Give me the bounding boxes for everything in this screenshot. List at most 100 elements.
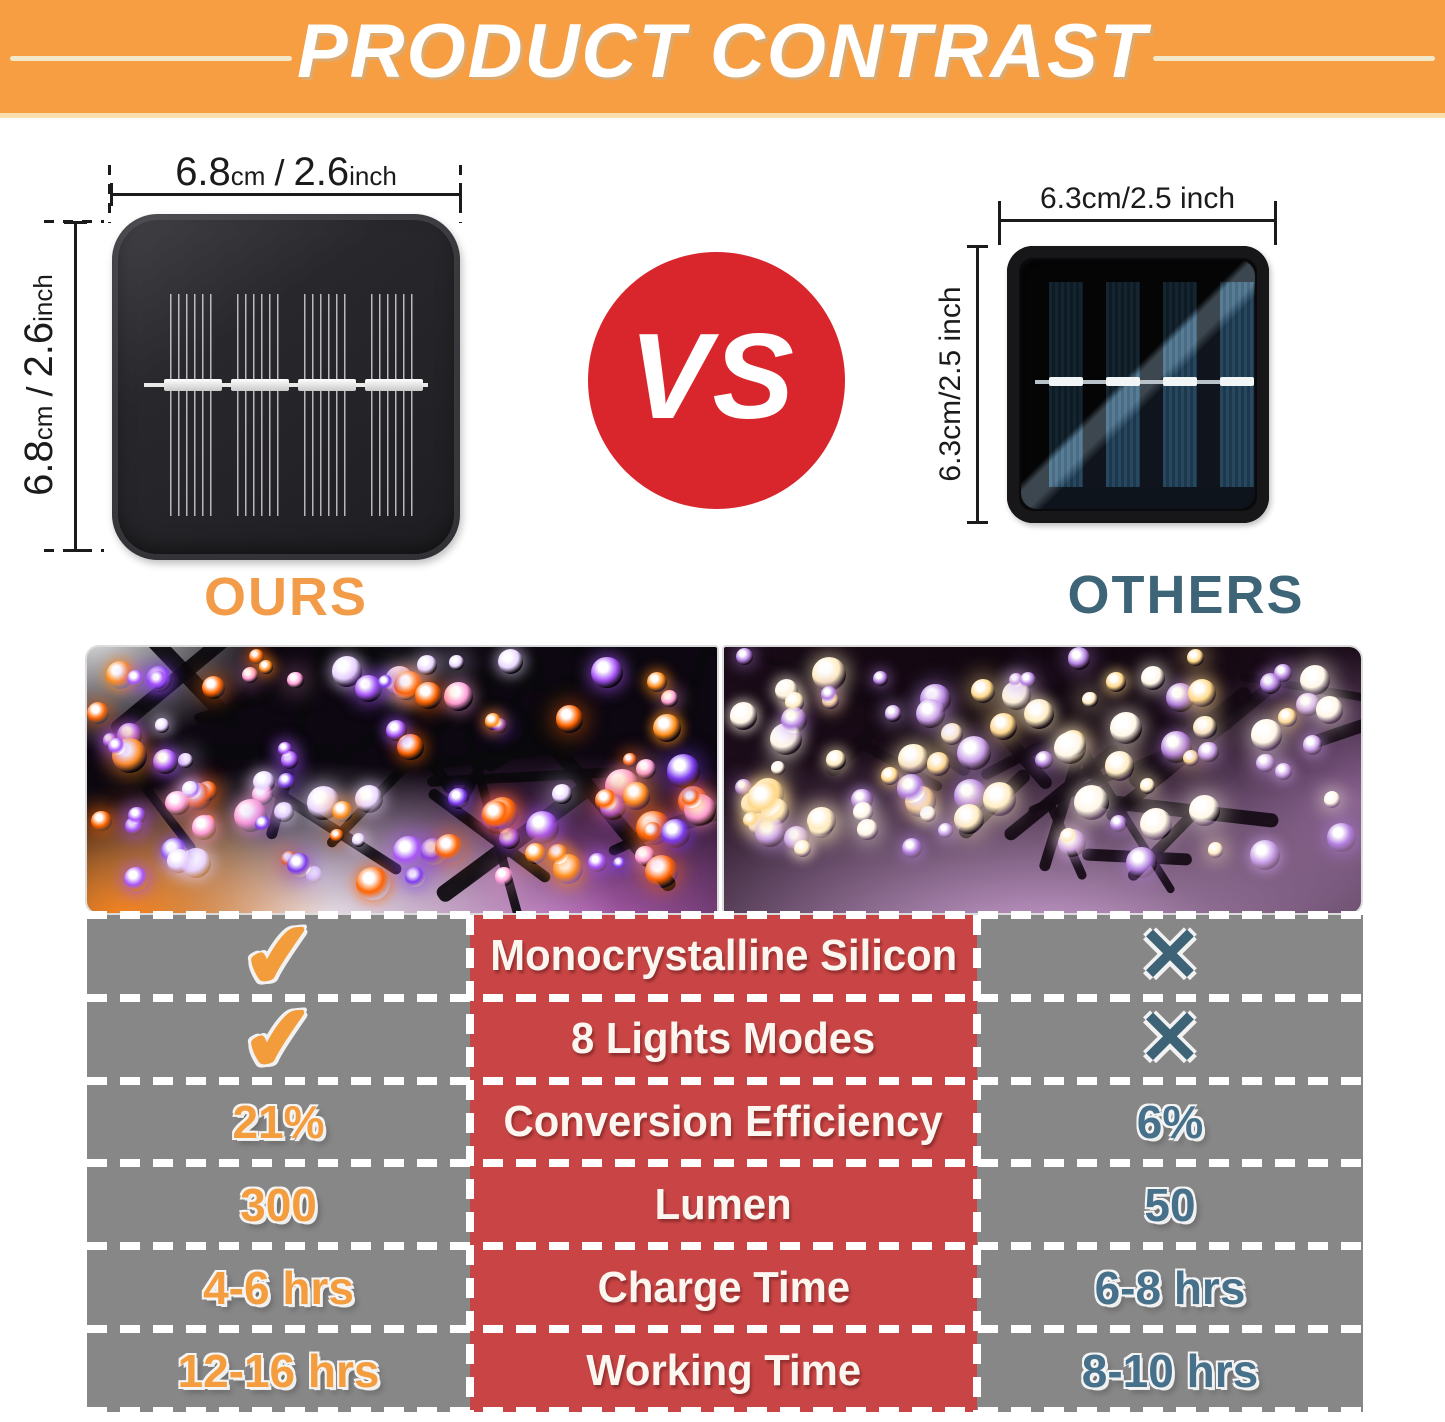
light-bulb-decoration [920, 806, 937, 823]
light-bulb-decoration [448, 654, 464, 670]
light-bulb-decoration [784, 692, 804, 712]
feature-label: Lumen [654, 1179, 793, 1229]
light-bulb-decoration [248, 649, 264, 665]
dimension-unit: inch [349, 161, 397, 191]
light-bulb-decoration [622, 753, 638, 768]
dimension-value: 6.8 [175, 150, 231, 194]
light-bulb-decoration [1187, 678, 1216, 707]
feature-label: Conversion Efficiency [503, 1097, 944, 1147]
extension-line [459, 165, 462, 223]
vs-badge: VS [588, 252, 845, 509]
others-height-dimension: 6.3cm/2.5 inch [934, 286, 967, 482]
others-value: 6% [1136, 1096, 1204, 1149]
light-bulb-decoration [444, 682, 473, 711]
light-bulb-decoration [241, 667, 258, 684]
light-bulb-decoration [152, 748, 179, 775]
light-bulb-decoration [902, 837, 923, 858]
light-bulb-decoration [148, 670, 167, 689]
table-divider [87, 911, 1363, 919]
light-bulb-decoration [915, 698, 945, 728]
feature-cell: Lumen [470, 1163, 977, 1247]
check-icon: ✔ [236, 997, 321, 1081]
light-bulb-decoration [525, 843, 547, 865]
others-solar-panel [1007, 246, 1269, 523]
feature-label: Charge Time [597, 1262, 850, 1312]
ours-value: 4-6 hrs [203, 1261, 354, 1314]
light-bulb-decoration [126, 670, 145, 688]
light-bulb-decoration [793, 839, 812, 858]
table-divider [87, 1242, 1363, 1250]
ours-width-dimension: 6.8cm /2.6inch [100, 150, 472, 195]
light-bulb-decoration [1250, 719, 1282, 751]
light-bulb-decoration [551, 783, 572, 804]
light-bulb-decoration [525, 810, 559, 844]
solar-cell-lines [237, 294, 283, 516]
light-bulb-decoration [87, 702, 110, 725]
light-bulb-decoration [742, 812, 759, 829]
light-bulb-decoration [278, 773, 296, 791]
light-bulb-decoration [989, 713, 1017, 741]
light-bulb-decoration [1082, 691, 1098, 707]
light-bulb-decoration [661, 689, 679, 708]
light-bulb-decoration [484, 713, 501, 730]
banner-accent-strip [0, 113, 1445, 118]
light-bulb-decoration [1067, 647, 1091, 671]
light-bulb-decoration [252, 770, 276, 793]
light-bulb-decoration [1139, 778, 1156, 794]
light-bulb-decoration [1299, 665, 1330, 696]
light-bulb-decoration [1296, 693, 1320, 717]
measure-tick [1274, 201, 1277, 245]
feature-cell: 8 Lights Modes [470, 997, 977, 1081]
light-bulb-decoration [1186, 649, 1204, 667]
others-value-cell: ✕ [977, 915, 1363, 998]
others-height-line [967, 245, 988, 524]
light-bulb-decoration [286, 852, 312, 877]
feature-cell: Monocrystalline Silicon [470, 915, 977, 998]
feature-label: Monocrystalline Silicon [490, 931, 957, 981]
light-bulb-decoration [385, 719, 408, 742]
light-bulb-decoration [1193, 715, 1217, 740]
ours-height-dimension: 6.8cm / 2.6inch [17, 205, 63, 565]
ours-height-line [64, 221, 87, 552]
light-bulb-decoration [1249, 840, 1280, 871]
dimension-value: 6.8 [17, 440, 61, 496]
solder-pad [1106, 377, 1140, 386]
light-bulb-decoration [273, 801, 295, 823]
light-bulb-decoration [1140, 808, 1173, 841]
light-bulb-decoration [355, 675, 382, 702]
solar-busbar [1035, 377, 1254, 386]
light-bulb-decoration [682, 788, 702, 808]
light-bulb-decoration [1019, 672, 1036, 688]
light-bulb-decoration [898, 744, 929, 775]
solder-pad [1049, 377, 1083, 386]
light-bulb-decoration [970, 678, 995, 704]
light-bulb-decoration [128, 806, 147, 825]
others-value-cell: 6-8 hrs [977, 1246, 1363, 1330]
light-bulb-decoration [331, 800, 354, 823]
light-bulb-decoration [826, 750, 846, 770]
light-bulb-decoration [1140, 666, 1165, 691]
light-bulb-decoration [1188, 795, 1221, 827]
light-bulb-decoration [1316, 696, 1344, 724]
light-bulb-decoration [1059, 828, 1077, 846]
solder-pad [1220, 377, 1254, 386]
light-bulb-decoration [1126, 847, 1157, 878]
light-bulb-decoration [1053, 731, 1087, 764]
feature-cell: Conversion Efficiency [470, 1080, 977, 1164]
others-value: 50 [1144, 1178, 1196, 1231]
light-bulb-decoration [1323, 791, 1341, 808]
solar-cell-lines [170, 294, 216, 516]
measure-tick [998, 201, 1001, 245]
light-bulb-decoration [435, 833, 464, 862]
light-bulb-decoration [881, 767, 900, 785]
light-bulb-decoration [591, 656, 623, 689]
others-value-cell: 8-10 hrs [977, 1329, 1363, 1412]
dimension-separator: / [19, 386, 60, 397]
light-bulb-decoration [594, 789, 617, 811]
light-bulb-decoration [547, 844, 569, 865]
ours-value: 300 [240, 1178, 317, 1231]
cross-icon: ✕ [1138, 915, 1202, 998]
light-bulb-decoration [1023, 698, 1054, 729]
measure-tick [967, 245, 988, 248]
ours-value: 21% [232, 1096, 325, 1149]
